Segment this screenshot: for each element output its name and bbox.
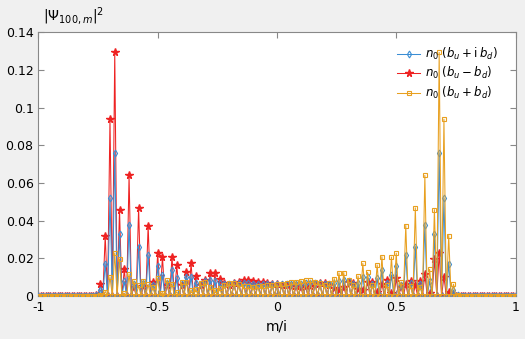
$n_0\ (b_u + b_d)$ (474, 294, 480, 298)
$n_0\ (b_u + b_d)$ (512, 294, 519, 298)
Line: $n_0\ (b_u + b_d)$: $n_0\ (b_u + b_d)$ (36, 50, 518, 298)
$n_0\ (b_u + b_d)$ (209, 294, 216, 298)
$n_0\ (b_u + \mathrm{i}\,b_d)$ (112, 151, 118, 155)
X-axis label: m/i: m/i (266, 319, 288, 334)
$n_0\ (b_u + b_d)$ (293, 280, 299, 284)
$n_0\ (b_u - b_d)$ (112, 51, 118, 55)
$n_0\ (b_u - b_d)$ (214, 294, 220, 298)
$n_0\ (b_u - b_d)$ (298, 284, 304, 288)
$n_0\ (b_u + b_d)$ (35, 294, 41, 298)
$n_0\ (b_u + \mathrm{i}\,b_d)$ (477, 294, 483, 298)
$n_0\ (b_u - b_d)$ (38, 294, 44, 298)
$n_0\ (b_u + \mathrm{i}\,b_d)$ (81, 294, 87, 298)
$n_0\ (b_u - b_d)$ (40, 294, 46, 298)
$n_0\ (b_u - b_d)$ (81, 294, 87, 298)
$n_0\ (b_u + b_d)$ (38, 294, 44, 298)
$n_0\ (b_u + b_d)$ (78, 294, 85, 298)
$n_0\ (b_u - b_d)$ (477, 294, 483, 298)
$n_0\ (b_u - b_d)$ (240, 278, 247, 282)
$n_0\ (b_u + \mathrm{i}\,b_d)$ (298, 282, 304, 286)
$n_0\ (b_u - b_d)$ (35, 294, 41, 298)
$n_0\ (b_u + \mathrm{i}\,b_d)$ (38, 294, 44, 298)
Legend: $n_0\ (b_u + \mathrm{i}\,b_d)$, $n_0\ (b_u - b_d)$, $n_0\ (b_u + b_d)$: $n_0\ (b_u + \mathrm{i}\,b_d)$, $n_0\ (b… (392, 41, 502, 106)
$n_0\ (b_u + b_d)$ (236, 282, 242, 286)
Line: $n_0\ (b_u - b_d)$: $n_0\ (b_u - b_d)$ (35, 48, 519, 300)
$n_0\ (b_u + \mathrm{i}\,b_d)$ (240, 281, 247, 285)
$n_0\ (b_u + \mathrm{i}\,b_d)$ (512, 294, 519, 298)
$n_0\ (b_u + b_d)$ (436, 51, 443, 55)
$n_0\ (b_u - b_d)$ (512, 294, 519, 298)
$n_0\ (b_u + \mathrm{i}\,b_d)$ (214, 294, 220, 298)
$n_0\ (b_u + \mathrm{i}\,b_d)$ (35, 294, 41, 298)
Line: $n_0\ (b_u + \mathrm{i}\,b_d)$: $n_0\ (b_u + \mathrm{i}\,b_d)$ (36, 150, 518, 298)
$n_0\ (b_u + \mathrm{i}\,b_d)$ (40, 294, 46, 298)
Text: $|\Psi_{100,m}|^2$: $|\Psi_{100,m}|^2$ (43, 5, 104, 27)
